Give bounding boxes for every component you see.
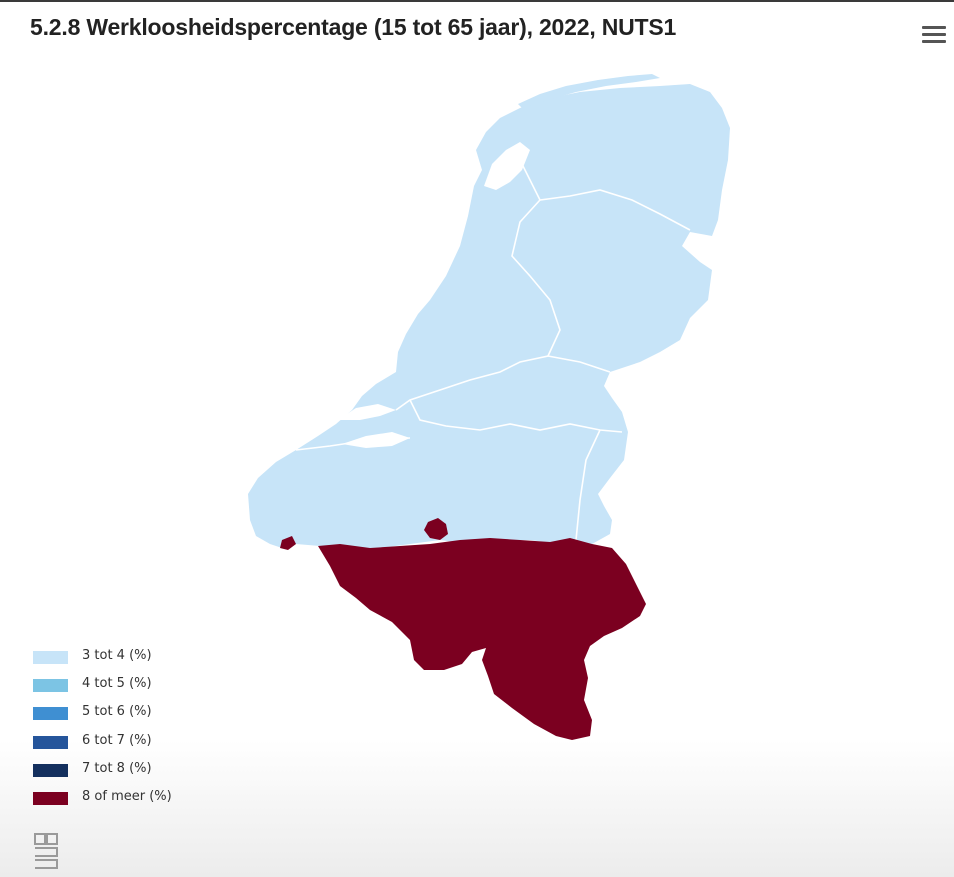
- region-borders: [295, 159, 691, 541]
- top-border-line: [0, 0, 954, 2]
- legend-swatch: [33, 763, 68, 777]
- legend-swatch: [33, 679, 68, 693]
- legend-label: 4 tot 5 (%): [82, 676, 152, 692]
- legend-swatch: [33, 707, 68, 721]
- legend-swatch: [33, 791, 68, 805]
- cbs-logo-icon: [34, 833, 58, 869]
- region-waals-gewest[interactable]: [318, 538, 646, 740]
- region-nl-flanders[interactable]: [248, 84, 730, 548]
- legend-label: 7 tot 8 (%): [82, 760, 152, 776]
- legend-swatch: [33, 735, 68, 749]
- region-fragment: [280, 536, 296, 550]
- region-brussels-gewest[interactable]: [424, 518, 448, 540]
- legend-label: 8 of meer (%): [82, 788, 172, 804]
- legend-swatch: [33, 651, 68, 664]
- ijsselmeer-water: [484, 142, 530, 190]
- hamburger-menu-icon[interactable]: [922, 26, 946, 46]
- wadden-islands: [518, 74, 660, 108]
- legend-label: 3 tot 4 (%): [82, 648, 152, 663]
- chart-title: 5.2.8 Werkloosheidspercentage (15 tot 65…: [30, 14, 677, 40]
- zeeland-water: [338, 404, 410, 448]
- legend-label: 6 tot 7 (%): [82, 732, 152, 748]
- legend-label: 5 tot 6 (%): [82, 704, 152, 720]
